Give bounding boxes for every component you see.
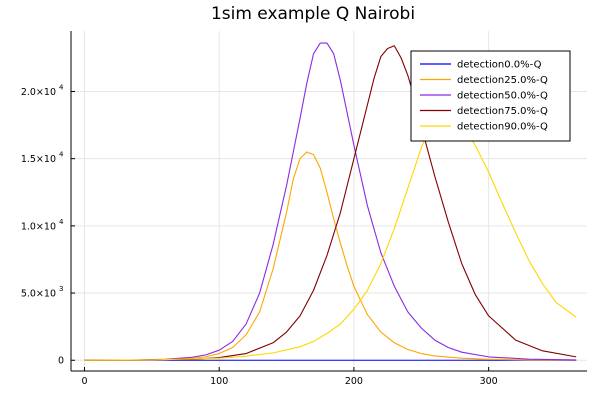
legend-label: detection0.0%-Q [457, 60, 542, 71]
y-tick-label: 1.0×10 4 [21, 218, 64, 233]
series-line-detection50.0%-Q [84, 42, 577, 361]
y-tick-label: 1.5×10 4 [21, 151, 64, 166]
y-tick-label-base: 5.0×10 [21, 289, 56, 300]
y-tick-label-exponent: 3 [59, 285, 63, 293]
legend-label: detection25.0%-Q [457, 75, 548, 86]
series-line-detection25.0%-Q [84, 151, 577, 361]
y-tick-label-exponent: 4 [59, 218, 64, 226]
axes [70, 31, 587, 372]
legend: detection0.0%-Q detection25.0%-Q detection… [410, 50, 571, 142]
x-tick-label: 300 [480, 376, 498, 387]
y-tick-label-exponent: 4 [59, 83, 64, 91]
y-tick-label-base: 2.0×10 [21, 87, 56, 98]
x-tick-label: 200 [345, 376, 363, 387]
x-tick-label: 100 [210, 376, 228, 387]
x-tick-label: 0 [81, 376, 87, 387]
legend-label: detection50.0%-Q [457, 91, 548, 102]
chart-title: 1sim example Q Nairobi [211, 4, 415, 24]
y-tick-label-base: 0 [58, 356, 64, 367]
y-tick-label-base: 1.5×10 [21, 154, 56, 165]
y-tick-label-base: 1.0×10 [21, 221, 56, 232]
series-lines [84, 42, 577, 361]
y-tick-label-exponent: 4 [59, 151, 64, 159]
series-line-detection75.0%-Q [84, 45, 577, 361]
series-line-detection90.0%-Q [84, 115, 577, 361]
legend-label: detection90.0%-Q [457, 122, 548, 133]
y-tick-label: 2.0×10 4 [21, 83, 64, 98]
y-tick-label: 0 [58, 356, 64, 367]
y-tick-label: 5.0×10 3 [21, 285, 64, 300]
legend-label: detection75.0%-Q [457, 106, 548, 117]
